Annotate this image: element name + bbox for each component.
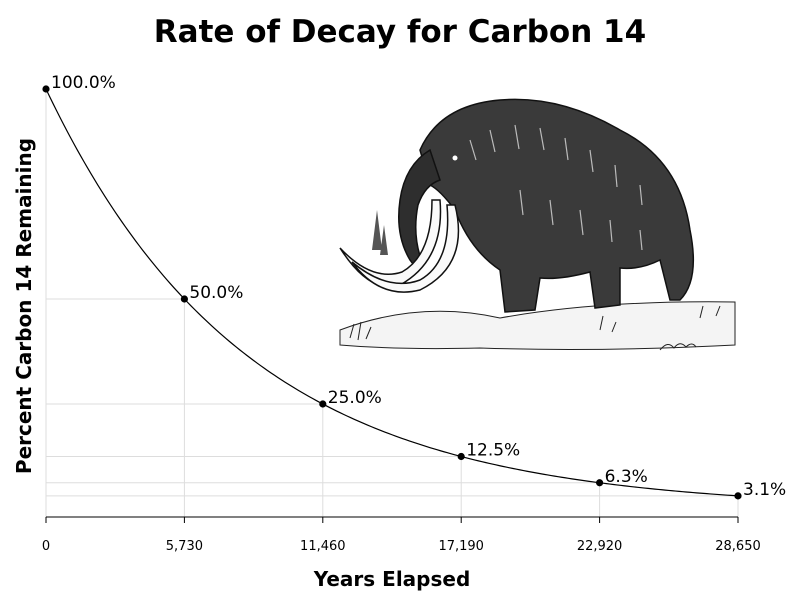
data-point-0 xyxy=(42,85,50,93)
data-label-0: 100.0% xyxy=(51,73,116,93)
data-points: 100.0% 50.0% 25.0% 12.5% 6.3% 3.1% xyxy=(42,73,786,500)
chart-title: Rate of Decay for Carbon 14 xyxy=(154,14,646,50)
x-axis-label: Years Elapsed xyxy=(313,567,471,591)
data-label-1: 50.0% xyxy=(189,283,243,303)
data-label-2: 25.0% xyxy=(328,388,382,408)
data-label-5: 3.1% xyxy=(743,480,786,500)
data-point-5 xyxy=(734,492,742,500)
decay-curve xyxy=(45,88,739,497)
data-point-1 xyxy=(180,295,188,303)
x-tick-label-2: 11,460 xyxy=(300,539,346,554)
x-tick-label-4: 22,920 xyxy=(577,539,623,554)
data-label-4: 6.3% xyxy=(605,467,648,487)
x-tick-label-1: 5,730 xyxy=(166,539,203,554)
y-axis-label: Percent Carbon 14 Remaining xyxy=(12,138,36,474)
x-tick-label-5: 28,650 xyxy=(715,539,761,554)
x-ticks: 0 5,730 11,460 17,190 22,920 28,650 xyxy=(42,517,761,554)
x-tick-label-3: 17,190 xyxy=(438,539,484,554)
data-label-3: 12.5% xyxy=(466,441,520,461)
x-tick-label-0: 0 xyxy=(42,539,50,554)
grid xyxy=(45,89,739,517)
data-point-2 xyxy=(319,400,327,408)
data-point-3 xyxy=(457,452,465,461)
woolly-mammoth-icon xyxy=(339,98,736,351)
data-point-4 xyxy=(596,479,604,487)
